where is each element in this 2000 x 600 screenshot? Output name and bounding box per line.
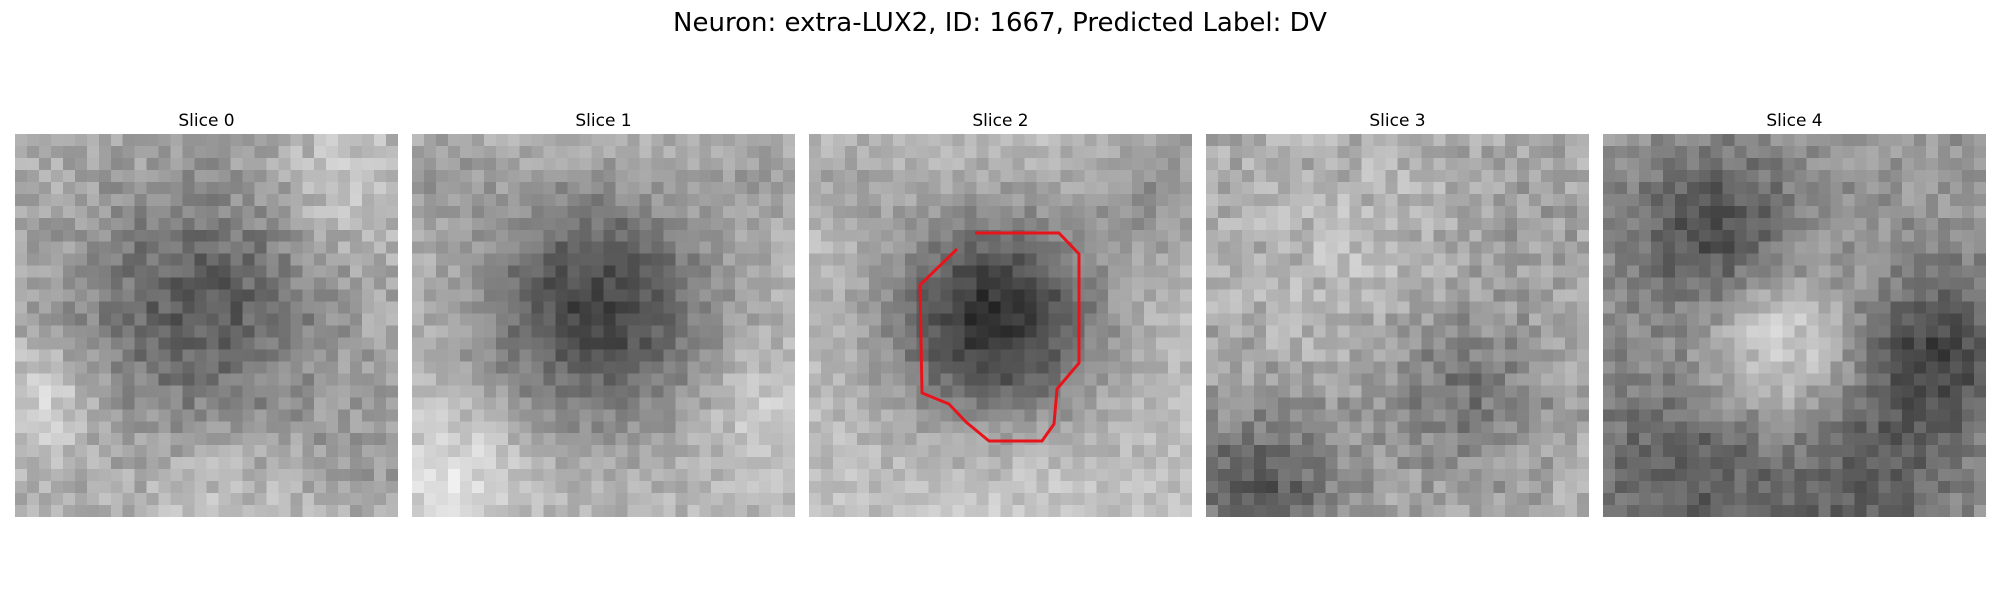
figure-title: Neuron: extra-LUX2, ID: 1667, Predicted … (673, 8, 1327, 38)
contour-outline (918, 231, 1081, 443)
slice-panel-3: Slice 3 (1206, 110, 1589, 517)
slice-title-4: Slice 4 (1766, 111, 1823, 131)
slice-title-2: Slice 2 (972, 111, 1029, 131)
slice-panel-4: Slice 4 (1603, 110, 1986, 517)
slice-title-0: Slice 0 (178, 111, 235, 131)
slice-title-3: Slice 3 (1369, 111, 1426, 131)
slice-image-1 (412, 134, 795, 517)
slice-image-3 (1206, 134, 1589, 517)
slice-image-0 (15, 134, 398, 517)
slice-panel-2: Slice 2 (809, 110, 1192, 517)
segmentation-contour (918, 231, 1081, 443)
slice-image-2 (809, 134, 1192, 517)
slice-title-1: Slice 1 (575, 111, 632, 131)
slice-image-4 (1603, 134, 1986, 517)
slice-panel-1: Slice 1 (412, 110, 795, 517)
slice-panel-0: Slice 0 (15, 110, 398, 517)
